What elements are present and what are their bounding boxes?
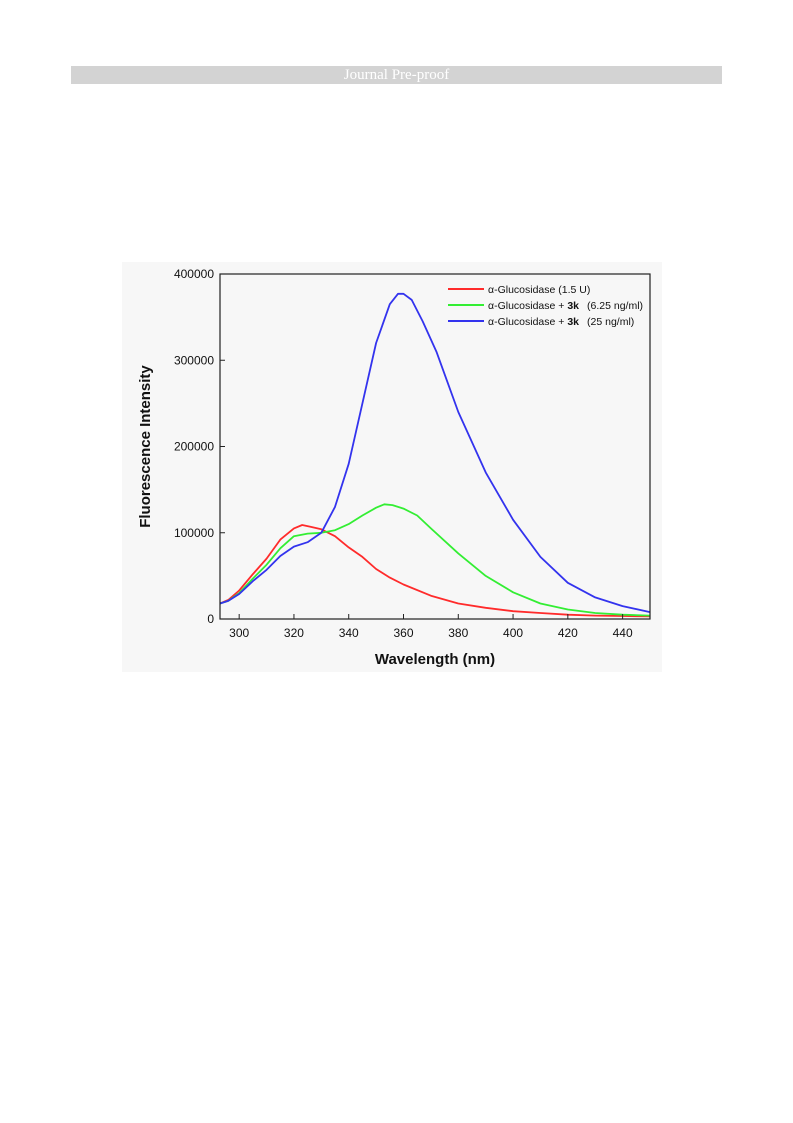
x-tick-label: 400 [503, 626, 523, 640]
plot-frame [219, 273, 651, 620]
y-axis-ticks: 0 100000 200000 300000 400000 [174, 267, 225, 626]
legend-label-2: α-Glucosidase + 3k (6.25 ng/ml) [488, 300, 643, 312]
y-tick-label: 300000 [174, 353, 214, 367]
fluorescence-chart: 300 320 340 360 380 400 420 440 0 100000 200000 30… [137, 267, 651, 668]
y-tick-label: 200000 [174, 440, 214, 454]
plot-lines [219, 292, 651, 618]
series-line-2 [219, 503, 651, 617]
x-axis-title: Wavelength (nm) [375, 651, 495, 668]
x-tick-label: 360 [393, 626, 413, 640]
x-tick-label: 300 [229, 626, 249, 640]
chart-legend: α-Glucosidase (1.5 U) α-Glucosidase + 3k(… [448, 284, 643, 328]
x-tick-label: 320 [284, 626, 304, 640]
y-tick-label: 400000 [174, 267, 214, 281]
fluorescence-figure: 300 320 340 360 380 400 420 440 0 100000 200000 30… [122, 262, 662, 672]
series-line-1 [219, 524, 651, 618]
legend-label-1: α-Glucosidase (1.5 U) [488, 284, 590, 296]
y-axis-title: Fluorescence Intensity [137, 365, 154, 528]
x-tick-label: 380 [448, 626, 468, 640]
x-tick-label: 440 [613, 626, 633, 640]
journal-preproof-banner: Journal Pre-proof [71, 66, 722, 84]
legend-label-3: α-Glucosidase + 3k (25 ng/ml) [488, 316, 634, 328]
y-tick-label: 0 [207, 612, 214, 626]
x-axis-ticks: 300 320 340 360 380 400 420 440 [229, 614, 633, 640]
x-tick-label: 420 [558, 626, 578, 640]
series-line-3 [219, 292, 651, 613]
y-tick-label: 100000 [174, 526, 214, 540]
x-tick-label: 340 [339, 626, 359, 640]
